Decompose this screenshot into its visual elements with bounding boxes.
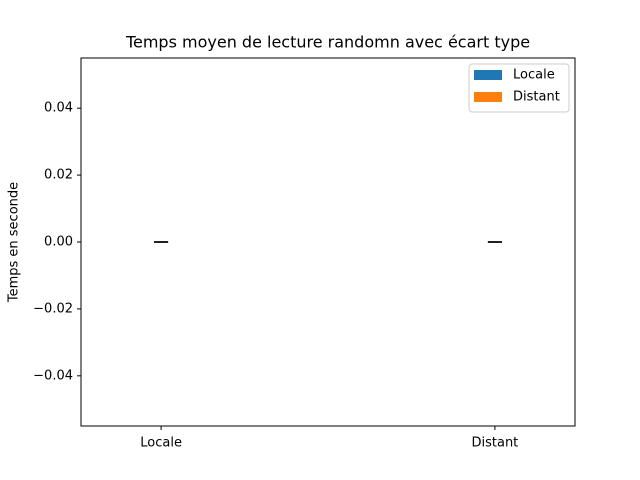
y-tick-label: −0.02 [33, 301, 73, 316]
y-tick-label: −0.04 [33, 368, 73, 383]
plot-frame [80, 57, 576, 427]
y-tick-label: 0.04 [44, 101, 73, 116]
y-tick-label: 0.02 [44, 168, 73, 183]
x-tick-label: Locale [140, 436, 182, 451]
legend-label: Locale [513, 68, 555, 83]
y-axis-label: Temps en seconde [7, 182, 22, 303]
chart-title: Temps moyen de lecture randomn avec écar… [125, 33, 530, 52]
y-tick-label: 0.00 [44, 235, 73, 250]
legend-swatch [474, 70, 502, 80]
legend-label: Distant [513, 90, 560, 105]
x-tick-label: Distant [471, 436, 518, 451]
legend-swatch [474, 92, 502, 102]
